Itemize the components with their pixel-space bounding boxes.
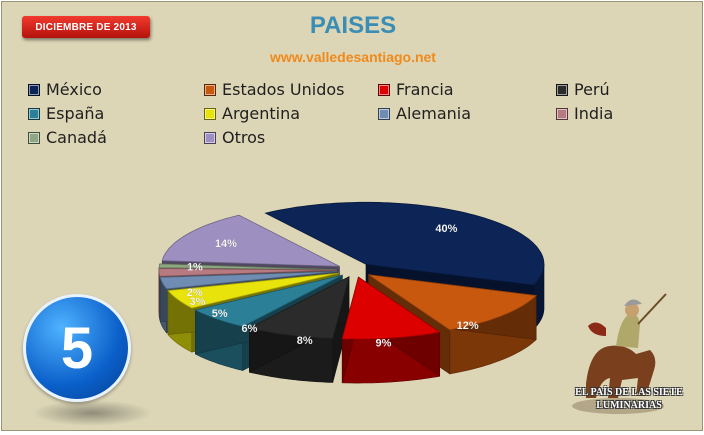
pie-slice: [341, 276, 441, 340]
legend-label: Otros: [222, 128, 266, 147]
legend-item: Canadá: [28, 128, 107, 147]
pie-value-label: 6%: [242, 323, 258, 335]
number-badge-shadow: [32, 400, 152, 426]
slide-number-badge: 5: [23, 294, 131, 402]
legend-label: India: [574, 104, 614, 123]
pie-slice: [194, 274, 343, 327]
legend-item: Argentina: [204, 104, 300, 123]
legend-swatch: [28, 131, 40, 144]
pie-value-label: 12%: [457, 320, 479, 332]
pie-slice: [161, 214, 340, 267]
logo-text: EL PAÍS DE LAS SIETE LUMINARIAS: [564, 386, 694, 412]
pie-value-label: 1%: [187, 262, 203, 274]
pie-slice: [159, 271, 338, 290]
legend-item: Otros: [204, 128, 265, 147]
website-link[interactable]: www.valledesantiago.net: [270, 49, 436, 65]
legend-label: Francia: [396, 80, 454, 99]
legend-swatch: [204, 83, 216, 96]
legend-item: Estados Unidos: [204, 80, 344, 99]
legend-item: India: [556, 104, 613, 123]
legend-swatch: [28, 83, 40, 96]
pie-value-label: 5%: [212, 308, 228, 320]
legend-item: España: [28, 104, 104, 123]
legend-label: Argentina: [222, 104, 301, 123]
legend-label: Estados Unidos: [222, 80, 345, 99]
date-badge: DICIEMBRE DE 2013: [22, 16, 150, 38]
pie-slice: [248, 276, 350, 339]
pie-slice: [264, 201, 545, 286]
knight-emblem-icon: [572, 293, 667, 414]
legend-swatch: [204, 131, 216, 144]
legend-swatch: [556, 83, 568, 96]
pie-value-label: 14%: [215, 238, 237, 250]
logo-text-line-2: LUMINARIAS: [596, 400, 662, 411]
legend-item: Francia: [378, 80, 454, 99]
logo-text-line-1: EL PAÍS DE LAS SIETE: [575, 387, 683, 398]
pie-value-label: 40%: [435, 223, 457, 235]
legend-swatch: [378, 107, 390, 120]
legend-label: España: [46, 104, 105, 123]
legend-label: Canadá: [46, 128, 107, 147]
pie-slice: [368, 274, 538, 331]
pie-value-label: 8%: [297, 335, 313, 347]
pie-slice: [158, 263, 338, 270]
legend-label: Alemania: [396, 104, 472, 123]
pie-value-label: 9%: [376, 337, 392, 349]
legend-label: México: [46, 80, 102, 99]
pie-slice: [167, 272, 339, 309]
pie-value-label: 2%: [187, 287, 203, 299]
legend-item: Alemania: [378, 104, 471, 123]
legend-swatch: [28, 107, 40, 120]
chart-title: PAISES: [309, 12, 397, 39]
pie-value-label: 3%: [190, 296, 206, 308]
legend-item: Perú: [556, 80, 610, 99]
legend-swatch: [378, 83, 390, 96]
legend-swatch: [556, 107, 568, 120]
pie-slice: [158, 268, 338, 277]
legend-swatch: [204, 107, 216, 120]
legend-item: México: [28, 80, 102, 99]
legend-label: Perú: [574, 80, 610, 99]
